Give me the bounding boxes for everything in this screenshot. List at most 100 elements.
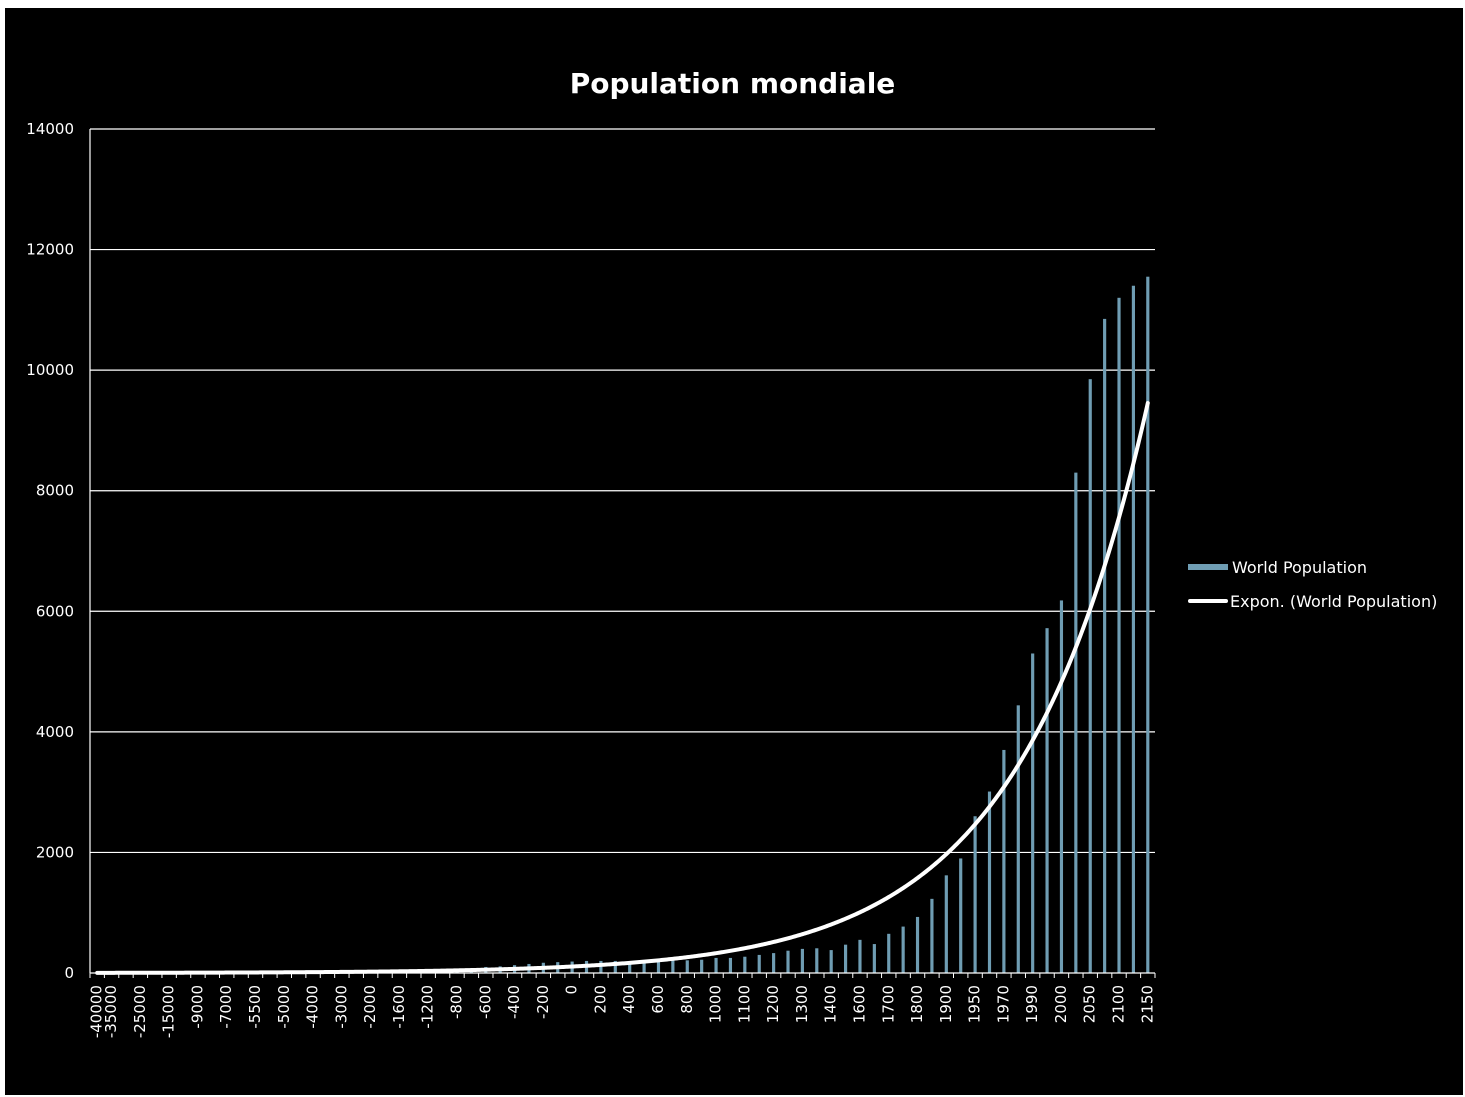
x-tick-label: -600 <box>476 985 494 1019</box>
x-tick-label: 1300 <box>793 985 811 1023</box>
bar <box>800 948 804 973</box>
bar <box>1016 705 1020 973</box>
y-tick-label: 8000 <box>36 482 74 500</box>
x-tick-label: 0 <box>563 985 581 995</box>
x-tick-label: 1700 <box>879 985 897 1023</box>
bar <box>858 939 862 973</box>
chart-background <box>5 8 1463 1095</box>
bar <box>829 950 833 973</box>
x-tick-label: 600 <box>649 985 667 1014</box>
bar <box>685 960 689 973</box>
bar <box>656 960 661 973</box>
x-tick-label: -3000 <box>332 985 350 1029</box>
x-tick-label: -5500 <box>246 985 264 1029</box>
chart-title: Population mondiale <box>569 67 896 100</box>
x-tick-label: -2000 <box>361 985 379 1029</box>
bar <box>987 791 992 973</box>
x-tick-label: 1100 <box>735 985 753 1023</box>
bar <box>901 926 905 973</box>
x-tick-label: -25000 <box>131 985 149 1038</box>
bar <box>1103 318 1107 973</box>
x-tick-label: -5000 <box>275 985 293 1029</box>
bar <box>1088 379 1092 974</box>
bar <box>728 957 733 973</box>
x-tick-label: -7000 <box>217 985 235 1029</box>
bar <box>1059 600 1064 973</box>
x-tick-label: 1800 <box>908 985 926 1023</box>
x-tick-label: 1400 <box>822 985 840 1023</box>
bar <box>872 944 876 973</box>
x-tick-label: 1900 <box>937 985 955 1023</box>
y-tick-label: 14000 <box>26 120 74 138</box>
legend-label-exponential-trend: Expon. (World Population) <box>1230 591 1438 611</box>
x-tick-label: -1200 <box>419 985 437 1029</box>
legend-item-exponential-trend: Expon. (World Population) <box>1188 586 1437 616</box>
bar <box>959 858 963 973</box>
bar <box>599 960 603 973</box>
x-tick-label: -35000 <box>102 985 120 1038</box>
bar <box>671 960 675 973</box>
y-tick-label: 4000 <box>36 723 74 741</box>
bar <box>930 898 934 973</box>
bar <box>772 953 776 973</box>
x-tick-label: -40000 <box>88 985 106 1038</box>
gridlines <box>90 128 1155 854</box>
legend: World Population Expon. (World Populatio… <box>1188 552 1437 620</box>
x-tick-label: 2100 <box>1110 985 1128 1023</box>
y-tick-label: 6000 <box>36 602 74 620</box>
x-tick-label: 1600 <box>850 985 868 1023</box>
bar <box>915 916 920 973</box>
axes <box>89 129 1156 978</box>
x-tick-label: 1970 <box>994 985 1012 1023</box>
x-tick-label: -800 <box>447 985 465 1019</box>
bar <box>815 948 819 973</box>
x-tick-label: 200 <box>591 985 609 1014</box>
bar <box>887 933 891 973</box>
x-tick-label: 2050 <box>1081 985 1099 1023</box>
bar <box>1045 628 1049 973</box>
bar <box>1146 276 1150 973</box>
y-tick-label: 10000 <box>26 361 74 379</box>
y-tick-label: 12000 <box>26 241 74 259</box>
legend-item-world-population: World Population <box>1188 552 1437 582</box>
trend-line-exponential <box>95 401 1150 975</box>
x-tick-label: 800 <box>678 985 696 1014</box>
bar <box>1074 472 1078 973</box>
bar <box>1117 297 1121 973</box>
bar <box>843 944 848 973</box>
x-tick-label: -400 <box>505 985 523 1019</box>
x-tick-label: -1600 <box>390 985 408 1029</box>
x-tick-label: 1200 <box>764 985 782 1023</box>
x-tick-label: -15000 <box>160 985 178 1038</box>
legend-swatch-bar <box>1188 564 1228 570</box>
bar <box>973 816 977 973</box>
bar <box>1002 749 1006 973</box>
x-tick-label: 1990 <box>1023 985 1041 1023</box>
x-tick-label: -9000 <box>188 985 206 1029</box>
bar <box>714 957 718 973</box>
y-tick-label: 0 <box>64 964 74 982</box>
bar <box>613 960 617 973</box>
bar <box>1031 653 1035 973</box>
bar <box>700 959 704 973</box>
x-tick-label: 1000 <box>707 985 725 1023</box>
x-tick-label: 400 <box>620 985 638 1014</box>
bar <box>1131 285 1135 973</box>
legend-swatch-line <box>1188 599 1228 603</box>
bar <box>944 875 948 973</box>
y-axis-tick-labels: 0 2000 4000 6000 8000 10000 12000 14000 <box>26 120 74 982</box>
x-tick-label: -200 <box>534 985 552 1019</box>
y-tick-label: 2000 <box>36 843 74 861</box>
bar <box>642 961 646 973</box>
bar-series-world-population <box>95 276 1150 974</box>
bar <box>786 950 790 973</box>
x-axis-tick-labels: -40000-35000 -25000 -15000 -9000 -7000 -5500-… <box>88 985 1157 1038</box>
bar <box>743 956 747 973</box>
bar <box>757 954 761 973</box>
x-tick-label: 2000 <box>1052 985 1070 1023</box>
x-tick-label: -4000 <box>304 985 322 1029</box>
bar <box>628 961 632 973</box>
x-tick-label: 1950 <box>966 985 984 1023</box>
legend-label-world-population: World Population <box>1232 557 1367 577</box>
